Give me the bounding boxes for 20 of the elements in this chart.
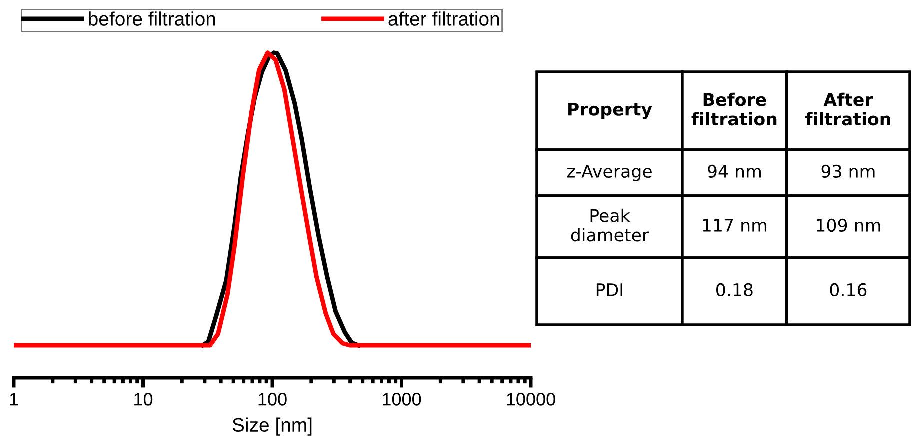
text: PDI: [596, 284, 623, 296]
x-tick-label: 100: [258, 393, 287, 406]
text: 109 nm: [817, 218, 880, 232]
legend-label: after filtration: [388, 12, 500, 26]
text: Property: [568, 103, 652, 120]
x-tick-label: 1: [10, 393, 18, 406]
text: 93 nm: [822, 164, 875, 178]
text: Peak diameter: [571, 208, 650, 242]
x-tick-label: 10000: [507, 393, 556, 406]
text: Before filtration: [692, 92, 777, 126]
text: 117 nm: [703, 219, 766, 232]
legend-label: before filtration: [89, 12, 216, 26]
text: After filtration: [806, 92, 890, 126]
text: 0.18: [716, 283, 753, 297]
x-tick-label: 1000: [383, 393, 422, 406]
text: 94 nm: [708, 164, 761, 178]
x-tick-label: 10: [134, 393, 153, 406]
x-axis-title: Size [nm]: [232, 418, 312, 436]
text: 0.16: [830, 283, 867, 297]
text: z-Average: [567, 165, 652, 182]
